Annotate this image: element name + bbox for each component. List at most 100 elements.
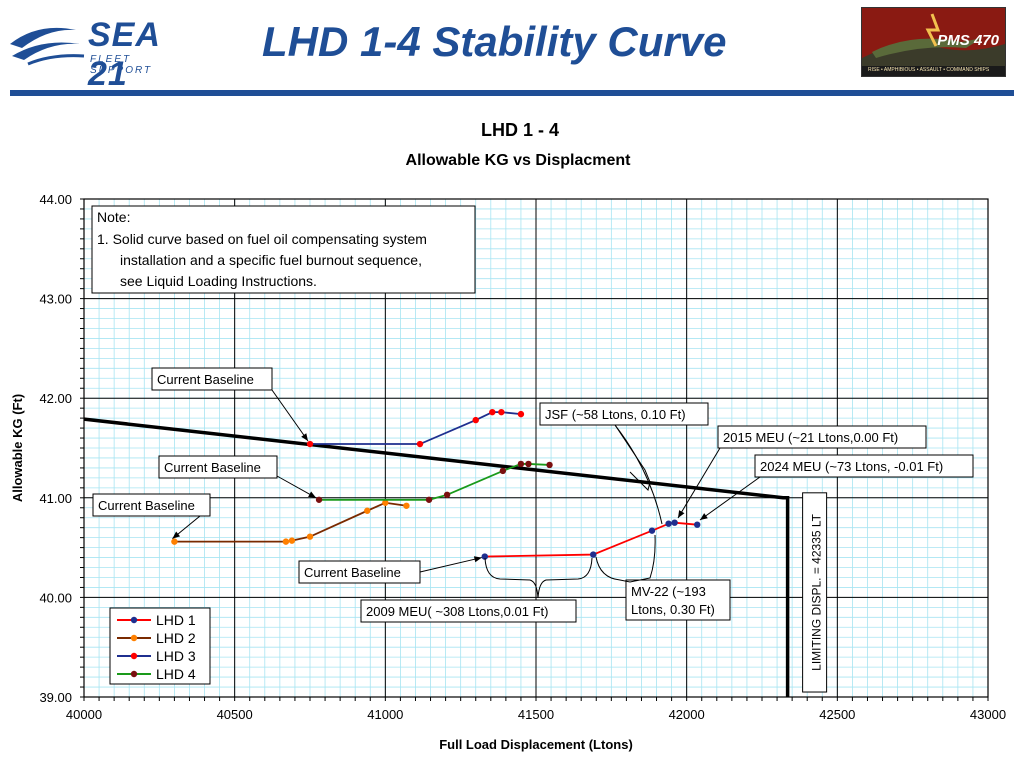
- baseline-arrow-lhd4-head: [308, 491, 317, 498]
- y-tick-label: 42.00: [39, 391, 72, 406]
- jsf-label-box: [539, 402, 709, 426]
- header-rule: [10, 90, 1014, 96]
- x-tick-label: 40000: [66, 707, 102, 722]
- x-tick-label: 42500: [819, 707, 855, 722]
- note-line: see Liquid Loading Instructions.: [120, 273, 317, 289]
- meu2015-label: 2015 MEU (~21 Ltons,0.00 Ft): [717, 425, 927, 449]
- data-point-lhd3: [416, 440, 424, 448]
- badge-subtext: RISE • AMPHIBIOUS • ASSAULT • COMMAND SH…: [868, 67, 990, 73]
- data-point-lhd2: [382, 499, 389, 506]
- baseline-label-lhd4-text: Current Baseline: [164, 460, 261, 475]
- legend-entry-lhd1: LHD 1: [156, 612, 196, 628]
- data-point-lhd3: [489, 408, 496, 416]
- data-point-lhd4: [517, 460, 525, 468]
- mv22-label: MV-22 (~193 Ltons, 0.30 Ft): [625, 579, 731, 621]
- x-tick-label: 41500: [518, 707, 554, 722]
- baseline-label-lhd1: Current Baseline: [298, 560, 421, 584]
- series-line-lhd1: [484, 521, 698, 558]
- limiting-displacement-box: [802, 492, 828, 693]
- meu2024-label-text: 2024 MEU (~73 Ltons, -0.01 Ft): [760, 459, 943, 474]
- mv22-label-text: Ltons, 0.30 Ft): [631, 602, 715, 617]
- data-point-lhd2: [403, 502, 410, 509]
- meu2015-arrow: [677, 447, 721, 519]
- data-point-lhd2: [282, 538, 290, 545]
- baseline-label-lhd1-text: Current Baseline: [304, 565, 401, 580]
- data-point-lhd3: [306, 440, 314, 448]
- data-point-lhd1: [671, 519, 678, 526]
- data-point-lhd1: [648, 527, 656, 534]
- baseline-label-lhd3-box: [151, 367, 273, 391]
- data-point-lhd3: [517, 410, 525, 418]
- grid-layer: [83, 198, 989, 698]
- baseline-arrow-lhd3-head: [301, 433, 308, 442]
- jsf-leader: [614, 424, 663, 525]
- mv22-label-box: [625, 579, 731, 621]
- data-point-lhd4: [499, 467, 507, 475]
- note-box: Note: 1. Solid curve based on fuel oil co…: [91, 205, 476, 294]
- note-line: 1. Solid curve based on fuel oil compens…: [97, 231, 427, 247]
- legend: LHD 1 LHD 2 LHD 3 LHD 4: [109, 607, 211, 685]
- limiting-displacement-label: LIMITING DISPL. = 42335 LT: [810, 513, 824, 671]
- legend-swatch-marker-lhd4: [130, 670, 138, 678]
- baseline-label-lhd3-text: Current Baseline: [157, 372, 254, 387]
- note-line: installation and a specific fuel burnout…: [120, 252, 422, 268]
- x-tick-label: 42000: [669, 707, 705, 722]
- baseline-label-lhd2-box: [92, 493, 211, 517]
- y-tick-label: 44.00: [39, 192, 72, 207]
- legend-entry-lhd3: LHD 3: [156, 648, 196, 664]
- legend-entry-lhd2: LHD 2: [156, 630, 196, 646]
- note-title: Note:: [97, 209, 130, 225]
- x-axis-label: Full Load Displacement (Ltons): [439, 737, 633, 752]
- axis-layer: 40000 40500 41000 41500 42000 42500 43000 39.00…: [39, 192, 1006, 722]
- data-point-lhd4: [525, 460, 532, 468]
- logo-sub-text: FLEET SUPPORT: [90, 54, 153, 76]
- y-tick-label: 39.00: [39, 690, 72, 705]
- x-tick-label: 43000: [970, 707, 1006, 722]
- baseline-arrow-lhd4: [276, 475, 317, 499]
- data-point-lhd4: [315, 496, 323, 503]
- x-tick-label: 41000: [367, 707, 403, 722]
- data-point-lhd4: [546, 461, 553, 469]
- meu2009-label: 2009 MEU( ~308 Ltons,0.01 Ft): [360, 599, 577, 623]
- logo-main-text: SEA 21: [88, 16, 160, 93]
- mv22-label-text: MV-22 (~193: [631, 584, 706, 599]
- x-tick-label: 40500: [217, 707, 253, 722]
- data-point-lhd1: [481, 553, 488, 560]
- mv22-bracket: [595, 534, 656, 583]
- series-layer: [171, 408, 701, 560]
- baseline-arrow-lhd1: [419, 557, 482, 573]
- badge-text: PMS 470: [937, 32, 999, 49]
- data-point-lhd2: [171, 538, 178, 545]
- legend-swatch-marker-lhd1: [130, 616, 138, 624]
- y-axis-label: Allowable KG (Ft): [10, 394, 25, 502]
- meu2024-label: 2024 MEU (~73 Ltons, -0.01 Ft): [754, 454, 974, 478]
- data-point-lhd1: [694, 521, 701, 528]
- y-tick-label: 43.00: [39, 292, 72, 307]
- baseline-arrow-lhd2-head: [172, 531, 181, 539]
- legend-entry-lhd4: LHD 4: [156, 666, 196, 682]
- meu2024-arrow: [699, 476, 761, 521]
- pms470-badge: PMS 470 RISE • AMPHIBIOUS • ASSAULT • CO…: [861, 7, 1006, 77]
- annotation-layer: Note: 1. Solid curve based on fuel oil co…: [91, 205, 974, 623]
- meu2009-label-text: 2009 MEU( ~308 Ltons,0.01 Ft): [366, 604, 548, 619]
- alligator-emblem-icon: [862, 8, 1005, 76]
- ship-swoosh-icon: [10, 27, 85, 66]
- y-tick-label: 40.00: [39, 590, 72, 605]
- baseline-label-lhd2: Current Baseline: [92, 493, 211, 517]
- limit-curve-layer: LIMITING DISPL. = 42335 LT: [83, 417, 828, 697]
- data-point-lhd2: [288, 537, 296, 544]
- jsf-label: JSF (~58 Ltons, 0.10 Ft): [539, 402, 709, 426]
- sea21-logo: SEA 21 FLEET SUPPORT: [8, 14, 198, 93]
- meu2015-label-text: 2015 MEU (~21 Ltons,0.00 Ft): [723, 430, 898, 445]
- meu2015-arrow-head: [678, 510, 685, 518]
- series-line-lhd3: [310, 411, 522, 445]
- meu2024-label-box: [754, 454, 974, 478]
- data-point-lhd2: [306, 533, 314, 540]
- data-point-lhd1: [590, 551, 597, 558]
- baseline-label-lhd2-text: Current Baseline: [98, 498, 195, 513]
- meu2009-label-box: [360, 599, 577, 623]
- note-frame: [91, 205, 476, 294]
- data-point-lhd1: [665, 520, 672, 527]
- limit-curve-line: [83, 417, 790, 697]
